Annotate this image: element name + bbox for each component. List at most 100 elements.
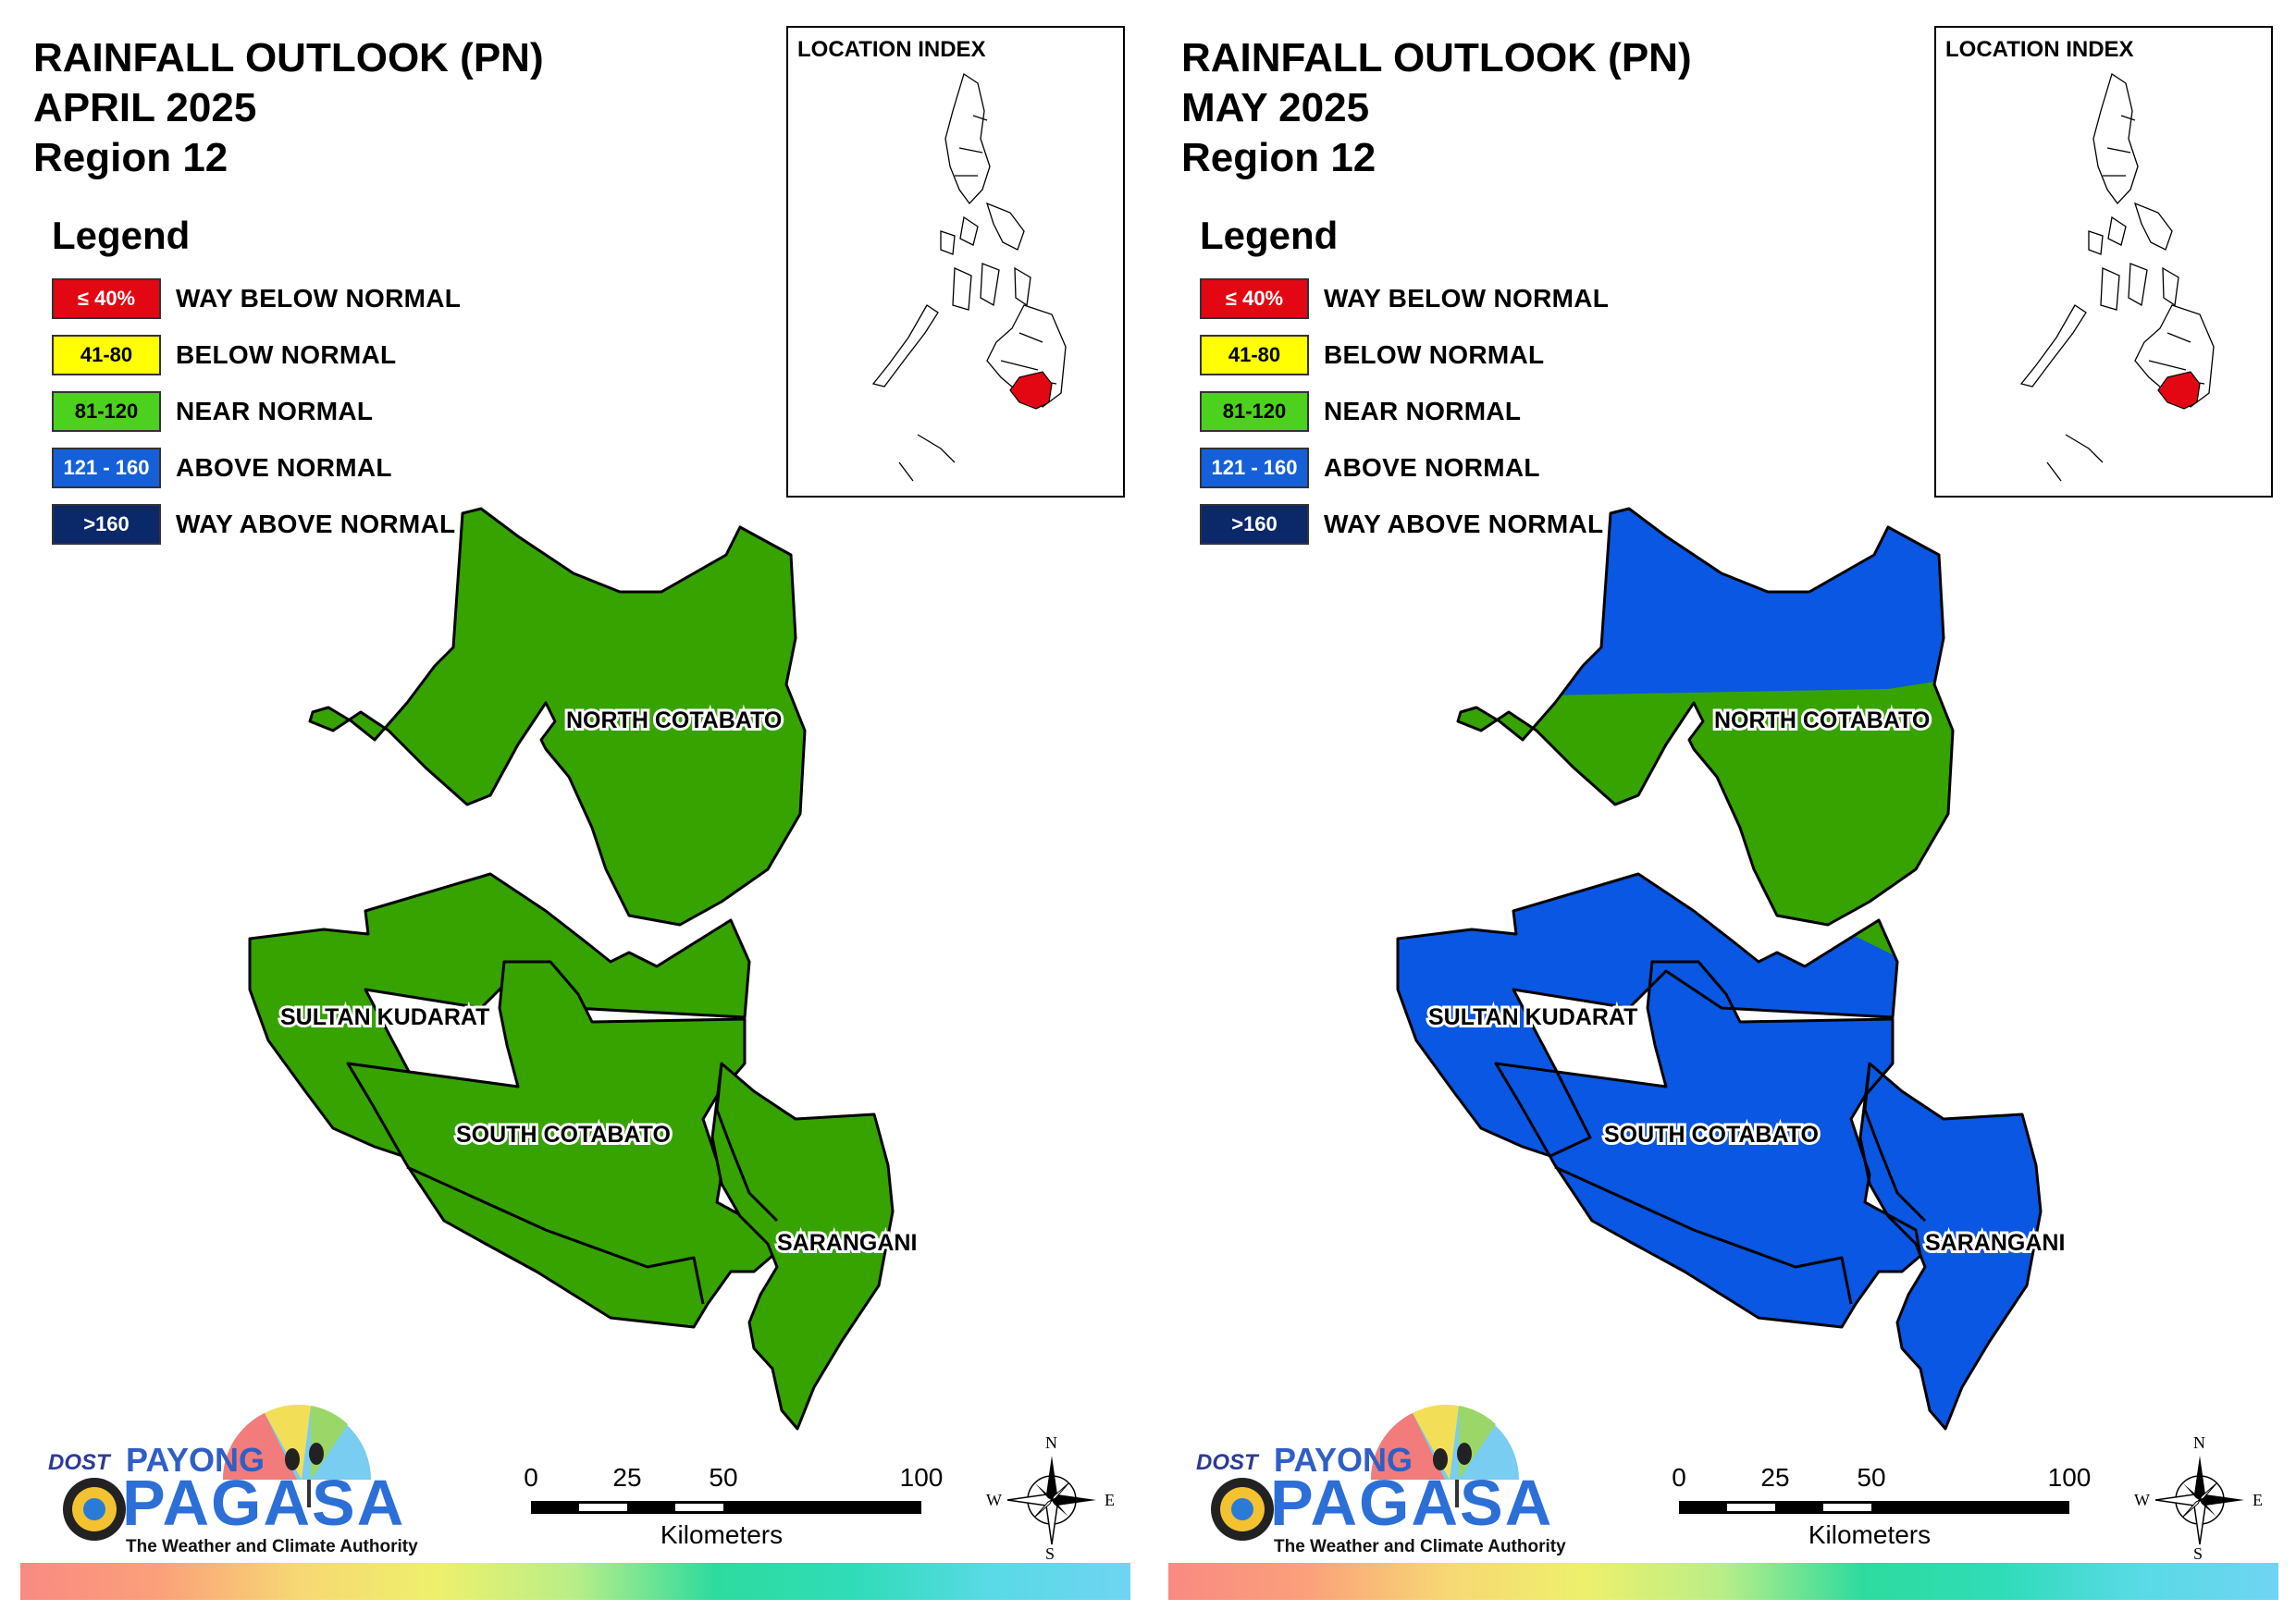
legend-item-way-above: >160 WAY ABOVE NORMAL [52, 501, 461, 547]
location-index-box: LOCATION INDEX [786, 26, 1125, 498]
scale-tick-50: 50 [709, 1463, 738, 1492]
scale-bar: 0 25 50 100 Kilometers [1666, 1456, 2091, 1557]
legend-swatch: >160 [1200, 504, 1309, 545]
compass-s: S [1045, 1544, 1055, 1563]
compass-s: S [2193, 1544, 2203, 1563]
legend-item-way-below: ≤ 40% WAY BELOW NORMAL [52, 276, 461, 322]
panel-may: RAINFALL OUTLOOK (PN) MAY 2025 Region 12… [1148, 0, 2296, 1623]
region-12-highlight [2157, 371, 2201, 410]
legend-item-way-below: ≤ 40% WAY BELOW NORMAL [1200, 276, 1609, 322]
legend-heading: Legend [1200, 214, 1339, 257]
location-index-title: LOCATION INDEX [797, 37, 986, 62]
scale-bar-graphic [531, 1501, 921, 1514]
legend-swatch: ≤ 40% [1200, 278, 1309, 319]
philippines-index-map [871, 72, 1067, 482]
region-12-highlight [1009, 371, 1053, 410]
label-sultan-kudarat: SULTAN KUDARAT [1428, 1004, 1637, 1030]
province-north-cotabato [308, 507, 807, 927]
logo-tagline: The Weather and Climate Authority [1274, 1537, 1566, 1556]
scale-tick-25: 25 [1760, 1463, 1790, 1492]
legend-heading: Legend [52, 214, 191, 257]
scale-tick-100: 100 [899, 1463, 944, 1492]
legend-item-above: 121 - 160 ABOVE NORMAL [52, 445, 461, 491]
province-sarangani [710, 1062, 895, 1431]
payong-pagasa-logo: DOST PAYONG PAGASA The Weather and Clima… [33, 1387, 422, 1563]
rainbow-bar [20, 1563, 1130, 1600]
legend: Legend ≤ 40% WAY BELOW NORMAL 41-80 BELO… [52, 213, 461, 558]
legend-item-below: 41-80 BELOW NORMAL [1200, 332, 1609, 378]
legend-label: WAY BELOW NORMAL [176, 284, 462, 313]
legend-swatch: >160 [52, 504, 161, 545]
legend-swatch: 121 - 160 [1200, 448, 1309, 488]
scale-tick-100: 100 [2047, 1463, 2092, 1492]
legend-item-near: 81-120 NEAR NORMAL [1200, 388, 1609, 435]
legend-label: WAY BELOW NORMAL [1324, 284, 1610, 313]
scale-tick-0: 0 [1672, 1463, 1686, 1492]
legend-label: ABOVE NORMAL [176, 453, 392, 482]
logo-pagasa: PAGASA [1270, 1467, 1554, 1539]
title-line-region: Region 12 [33, 135, 228, 180]
scale-tick-25: 25 [612, 1463, 642, 1492]
map-title: RAINFALL OUTLOOK (PN) APRIL 2025 Region … [33, 33, 544, 183]
panel-april: RAINFALL OUTLOOK (PN) APRIL 2025 Region … [20, 26, 1130, 1600]
province-south-cotabato [346, 960, 774, 1329]
payong-pagasa-logo: DOST PAYONG PAGASA The Weather and Clima… [1181, 1387, 1570, 1563]
scale-bar: 0 25 50 100 Kilometers [518, 1456, 943, 1557]
label-south-cotabato: SOUTH COTABATO [456, 1122, 671, 1148]
legend-label: NEAR NORMAL [1324, 397, 1522, 425]
legend-item-below: 41-80 BELOW NORMAL [52, 332, 461, 378]
compass-e: E [2253, 1491, 2263, 1509]
legend-swatch: 41-80 [1200, 335, 1309, 375]
north-arrow: N S W E [986, 1433, 1115, 1564]
scale-unit: Kilometers [660, 1520, 784, 1549]
title-line-month: MAY 2025 [1181, 85, 1370, 130]
legend-label: NEAR NORMAL [176, 397, 374, 425]
title-line-month: APRIL 2025 [33, 85, 257, 130]
label-north-cotabato: NORTH COTABATO [1714, 707, 1930, 733]
logo-dost: DOST [1196, 1450, 1258, 1475]
legend-label: WAY ABOVE NORMAL [176, 510, 456, 538]
legend-item-way-above: >160 WAY ABOVE NORMAL [1200, 501, 1609, 547]
logo-pagasa: PAGASA [122, 1467, 406, 1539]
legend-swatch: 81-120 [52, 391, 161, 432]
location-index-box: LOCATION INDEX [1934, 26, 2273, 498]
location-index-title: LOCATION INDEX [1945, 37, 2134, 62]
compass-rose-icon [1006, 1456, 1096, 1545]
label-south-cotabato: SOUTH COTABATO [1604, 1122, 1819, 1148]
title-line-1: RAINFALL OUTLOOK (PN) [33, 35, 544, 80]
legend-label: ABOVE NORMAL [1324, 453, 1540, 482]
scale-unit: Kilometers [1808, 1520, 1932, 1549]
legend-swatch: 41-80 [52, 335, 161, 375]
umbrella-icon [63, 1404, 371, 1541]
legend-label: BELOW NORMAL [1324, 340, 1545, 369]
compass-n: N [2193, 1433, 2205, 1452]
umbrella-icon [1211, 1404, 1519, 1541]
legend-label: WAY ABOVE NORMAL [1324, 510, 1604, 538]
legend-swatch: 121 - 160 [52, 448, 161, 488]
title-line-region: Region 12 [1181, 135, 1376, 180]
logo-dost: DOST [48, 1450, 110, 1475]
north-arrow: N S W E [2134, 1433, 2263, 1564]
legend-swatch: ≤ 40% [52, 278, 161, 319]
scale-tick-0: 0 [524, 1463, 538, 1492]
compass-e: E [1105, 1491, 1115, 1509]
legend-swatch: 81-120 [1200, 391, 1309, 432]
logo-payong: PAYONG [1274, 1441, 1413, 1479]
scale-bar-graphic [1679, 1501, 2069, 1514]
region-12-map: NORTH COTABATO SULTAN KUDARAT SOUTH COTA… [1396, 507, 2068, 1431]
compass-w: W [986, 1491, 1002, 1509]
label-sultan-kudarat: SULTAN KUDARAT [280, 1004, 489, 1030]
compass-n: N [1045, 1433, 1057, 1452]
scale-tick-50: 50 [1857, 1463, 1886, 1492]
legend-item-near: 81-120 NEAR NORMAL [52, 388, 461, 435]
philippines-index-map [2019, 72, 2215, 482]
logo-tagline: The Weather and Climate Authority [126, 1537, 418, 1556]
legend-item-above: 121 - 160 ABOVE NORMAL [1200, 445, 1609, 491]
logo-payong: PAYONG [126, 1441, 265, 1479]
label-sarangani: SARANGANI [777, 1230, 917, 1256]
rainbow-bar [1168, 1563, 2278, 1600]
map-title: RAINFALL OUTLOOK (PN) MAY 2025 Region 12 [1181, 33, 1692, 183]
region-12-map: NORTH COTABATO SULTAN KUDARAT SOUTH COTA… [248, 507, 918, 1431]
title-line-1: RAINFALL OUTLOOK (PN) [1181, 35, 1692, 80]
